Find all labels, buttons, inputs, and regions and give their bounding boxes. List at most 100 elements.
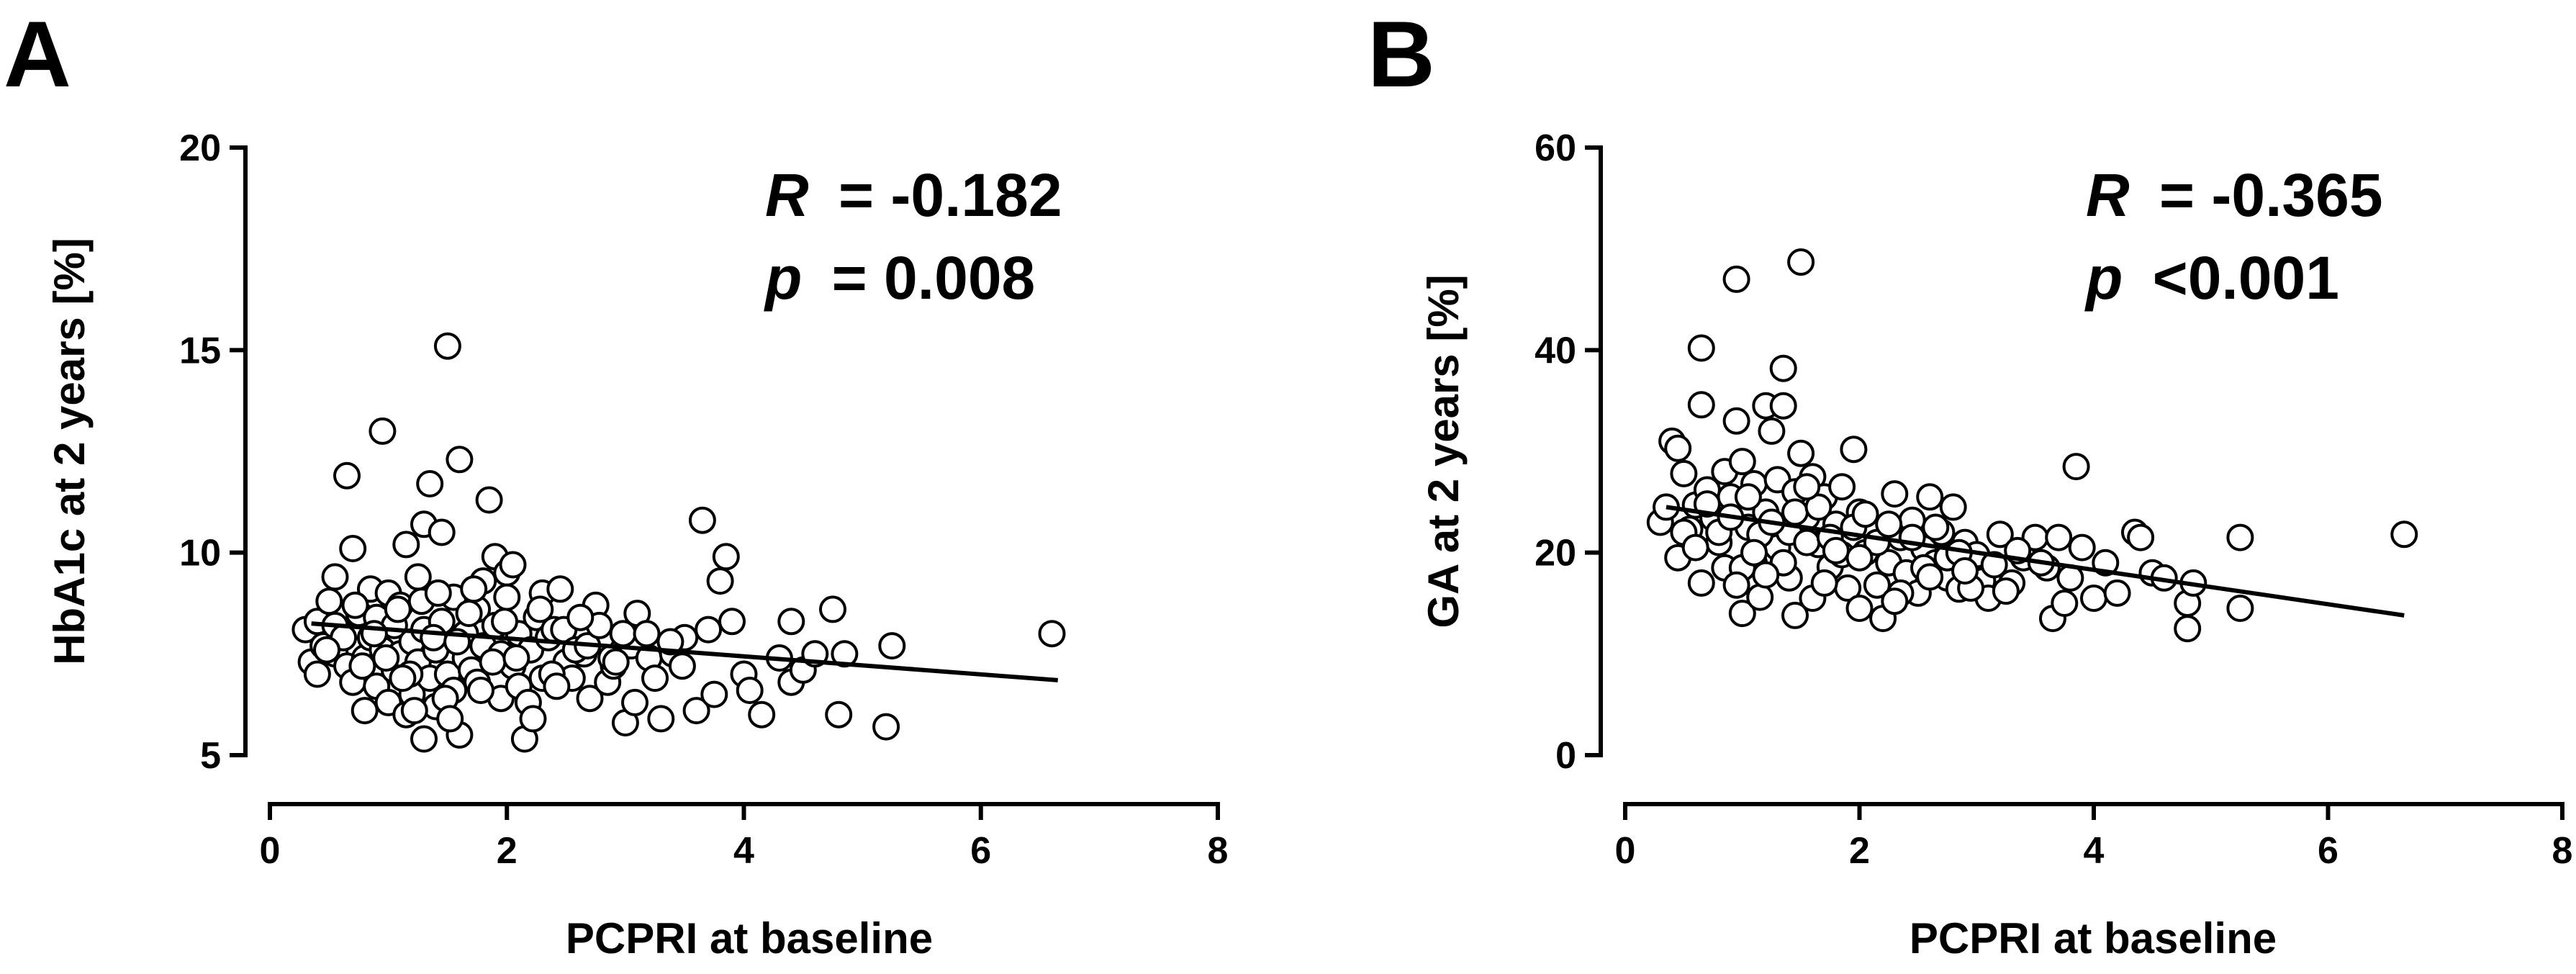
scatter-point — [479, 648, 507, 676]
scatter-point — [315, 587, 343, 615]
y-tick-label: 5 — [200, 735, 221, 777]
scatter-point — [1722, 407, 1750, 435]
scatter-point — [1670, 459, 1698, 487]
scatter-point — [348, 652, 376, 680]
scatter-point — [1687, 334, 1715, 362]
axes-a: 5 10 15 20 0 2 4 6 8 — [179, 127, 1228, 872]
x-tick-label: 2 — [1849, 830, 1870, 872]
x-axis-title-b: PCPRI at baseline — [1910, 914, 2277, 962]
scatter-point — [2062, 453, 2090, 481]
scatter-point — [502, 644, 530, 672]
stat-p-label-a: p — [764, 244, 802, 312]
stat-p-label-b: p — [2084, 244, 2123, 312]
scatter-point — [341, 591, 369, 619]
scatter-point — [1746, 583, 1774, 611]
scatter-point — [819, 595, 846, 623]
scatter-point — [878, 632, 906, 660]
x-tick-label: 8 — [2552, 830, 2573, 872]
scatter-point — [313, 636, 340, 664]
scatter-point — [2127, 523, 2155, 551]
scatter-point — [576, 685, 604, 713]
stat-r-value-b: = -0.365 — [2159, 161, 2383, 229]
scatter-point — [700, 680, 728, 708]
scatter-point — [351, 697, 379, 725]
panel-a: A HbA1c at 2 years [%] PCPRI at baseline… — [4, 1, 1228, 962]
scatter-point — [1681, 533, 1709, 562]
scatter-point — [609, 620, 637, 648]
scatter-point — [2051, 590, 2079, 617]
stat-p-value-a: = 0.008 — [832, 244, 1036, 312]
scatter-point — [303, 660, 331, 688]
stat-p-value-b: <0.001 — [2153, 244, 2339, 312]
scatter-point — [2174, 615, 2202, 643]
scatter-point — [1787, 439, 1815, 467]
scatter-point — [706, 567, 734, 595]
scatter-point — [400, 697, 428, 725]
scatter-point — [688, 506, 716, 534]
scatter-point — [718, 608, 746, 636]
scatter-point — [428, 518, 456, 546]
x-tick-label: 4 — [2084, 830, 2105, 872]
stat-r-a: R = -0.182 — [765, 161, 1062, 229]
scatter-point — [1845, 595, 1874, 622]
scatter-point — [1787, 248, 1815, 276]
scatter-point — [1939, 493, 1967, 521]
scatter-point — [436, 705, 464, 733]
x-tick-label: 6 — [970, 830, 991, 872]
y-tick-label: 15 — [179, 330, 221, 371]
scatter-point — [1845, 544, 1874, 572]
panel-letter-b: B — [1368, 1, 1435, 107]
scatter-point — [339, 535, 367, 562]
y-tick-label: 60 — [1535, 127, 1576, 169]
scatter-point — [1769, 392, 1797, 420]
y-tick-label: 10 — [179, 533, 221, 574]
scatter-point — [621, 688, 648, 716]
scatter-point — [1734, 483, 1762, 511]
scatter-point — [333, 461, 361, 490]
x-axis-title-a: PCPRI at baseline — [566, 914, 933, 962]
x-tick-label: 8 — [1208, 830, 1229, 872]
points-a — [292, 332, 1066, 753]
scatter-point — [1781, 498, 1809, 526]
scatter-point — [736, 677, 764, 704]
scatter-point — [384, 595, 412, 623]
scatter-point — [1881, 587, 1909, 615]
scatter-point — [1038, 620, 1066, 648]
y-axis-title-b: GA at 2 years [%] — [1419, 274, 1468, 628]
y-tick-label: 40 — [1535, 330, 1576, 371]
scatter-point — [1752, 561, 1780, 589]
stat-p-a: p = 0.008 — [764, 244, 1035, 312]
scatter-point — [682, 697, 710, 725]
y-tick-label: 20 — [1535, 533, 1576, 574]
scatter-point — [872, 713, 900, 741]
scatter-point — [499, 551, 527, 579]
scatter-point — [1951, 557, 1979, 585]
scatter-point — [2226, 595, 2254, 622]
scatter-point — [825, 700, 853, 729]
x-tick-label: 2 — [497, 830, 518, 872]
scatter-point — [2080, 585, 2107, 612]
regression-line — [1666, 505, 2405, 618]
scatter-point — [389, 664, 417, 693]
scatter-point — [420, 623, 448, 651]
scatter-point — [777, 608, 805, 636]
scatter-point — [491, 608, 518, 636]
scatter-point — [493, 583, 521, 611]
scatter-point — [1851, 500, 1879, 528]
scatter-point — [1992, 577, 2020, 605]
regression-line — [311, 621, 1058, 682]
scatter-point — [1840, 436, 1868, 464]
scatter-point — [1863, 571, 1891, 599]
scatter-point — [1793, 473, 1821, 501]
panel-letter-a: A — [4, 1, 71, 107]
scatter-point — [404, 563, 432, 591]
scatter-point — [1687, 569, 1715, 597]
scatter-point — [546, 575, 574, 603]
scatter-point — [1781, 601, 1809, 629]
scatter-point — [1986, 520, 2014, 549]
scatter-point — [467, 677, 494, 704]
scatter-point — [602, 648, 630, 676]
scatter-point — [1804, 493, 1832, 521]
scatter-point — [519, 705, 547, 733]
